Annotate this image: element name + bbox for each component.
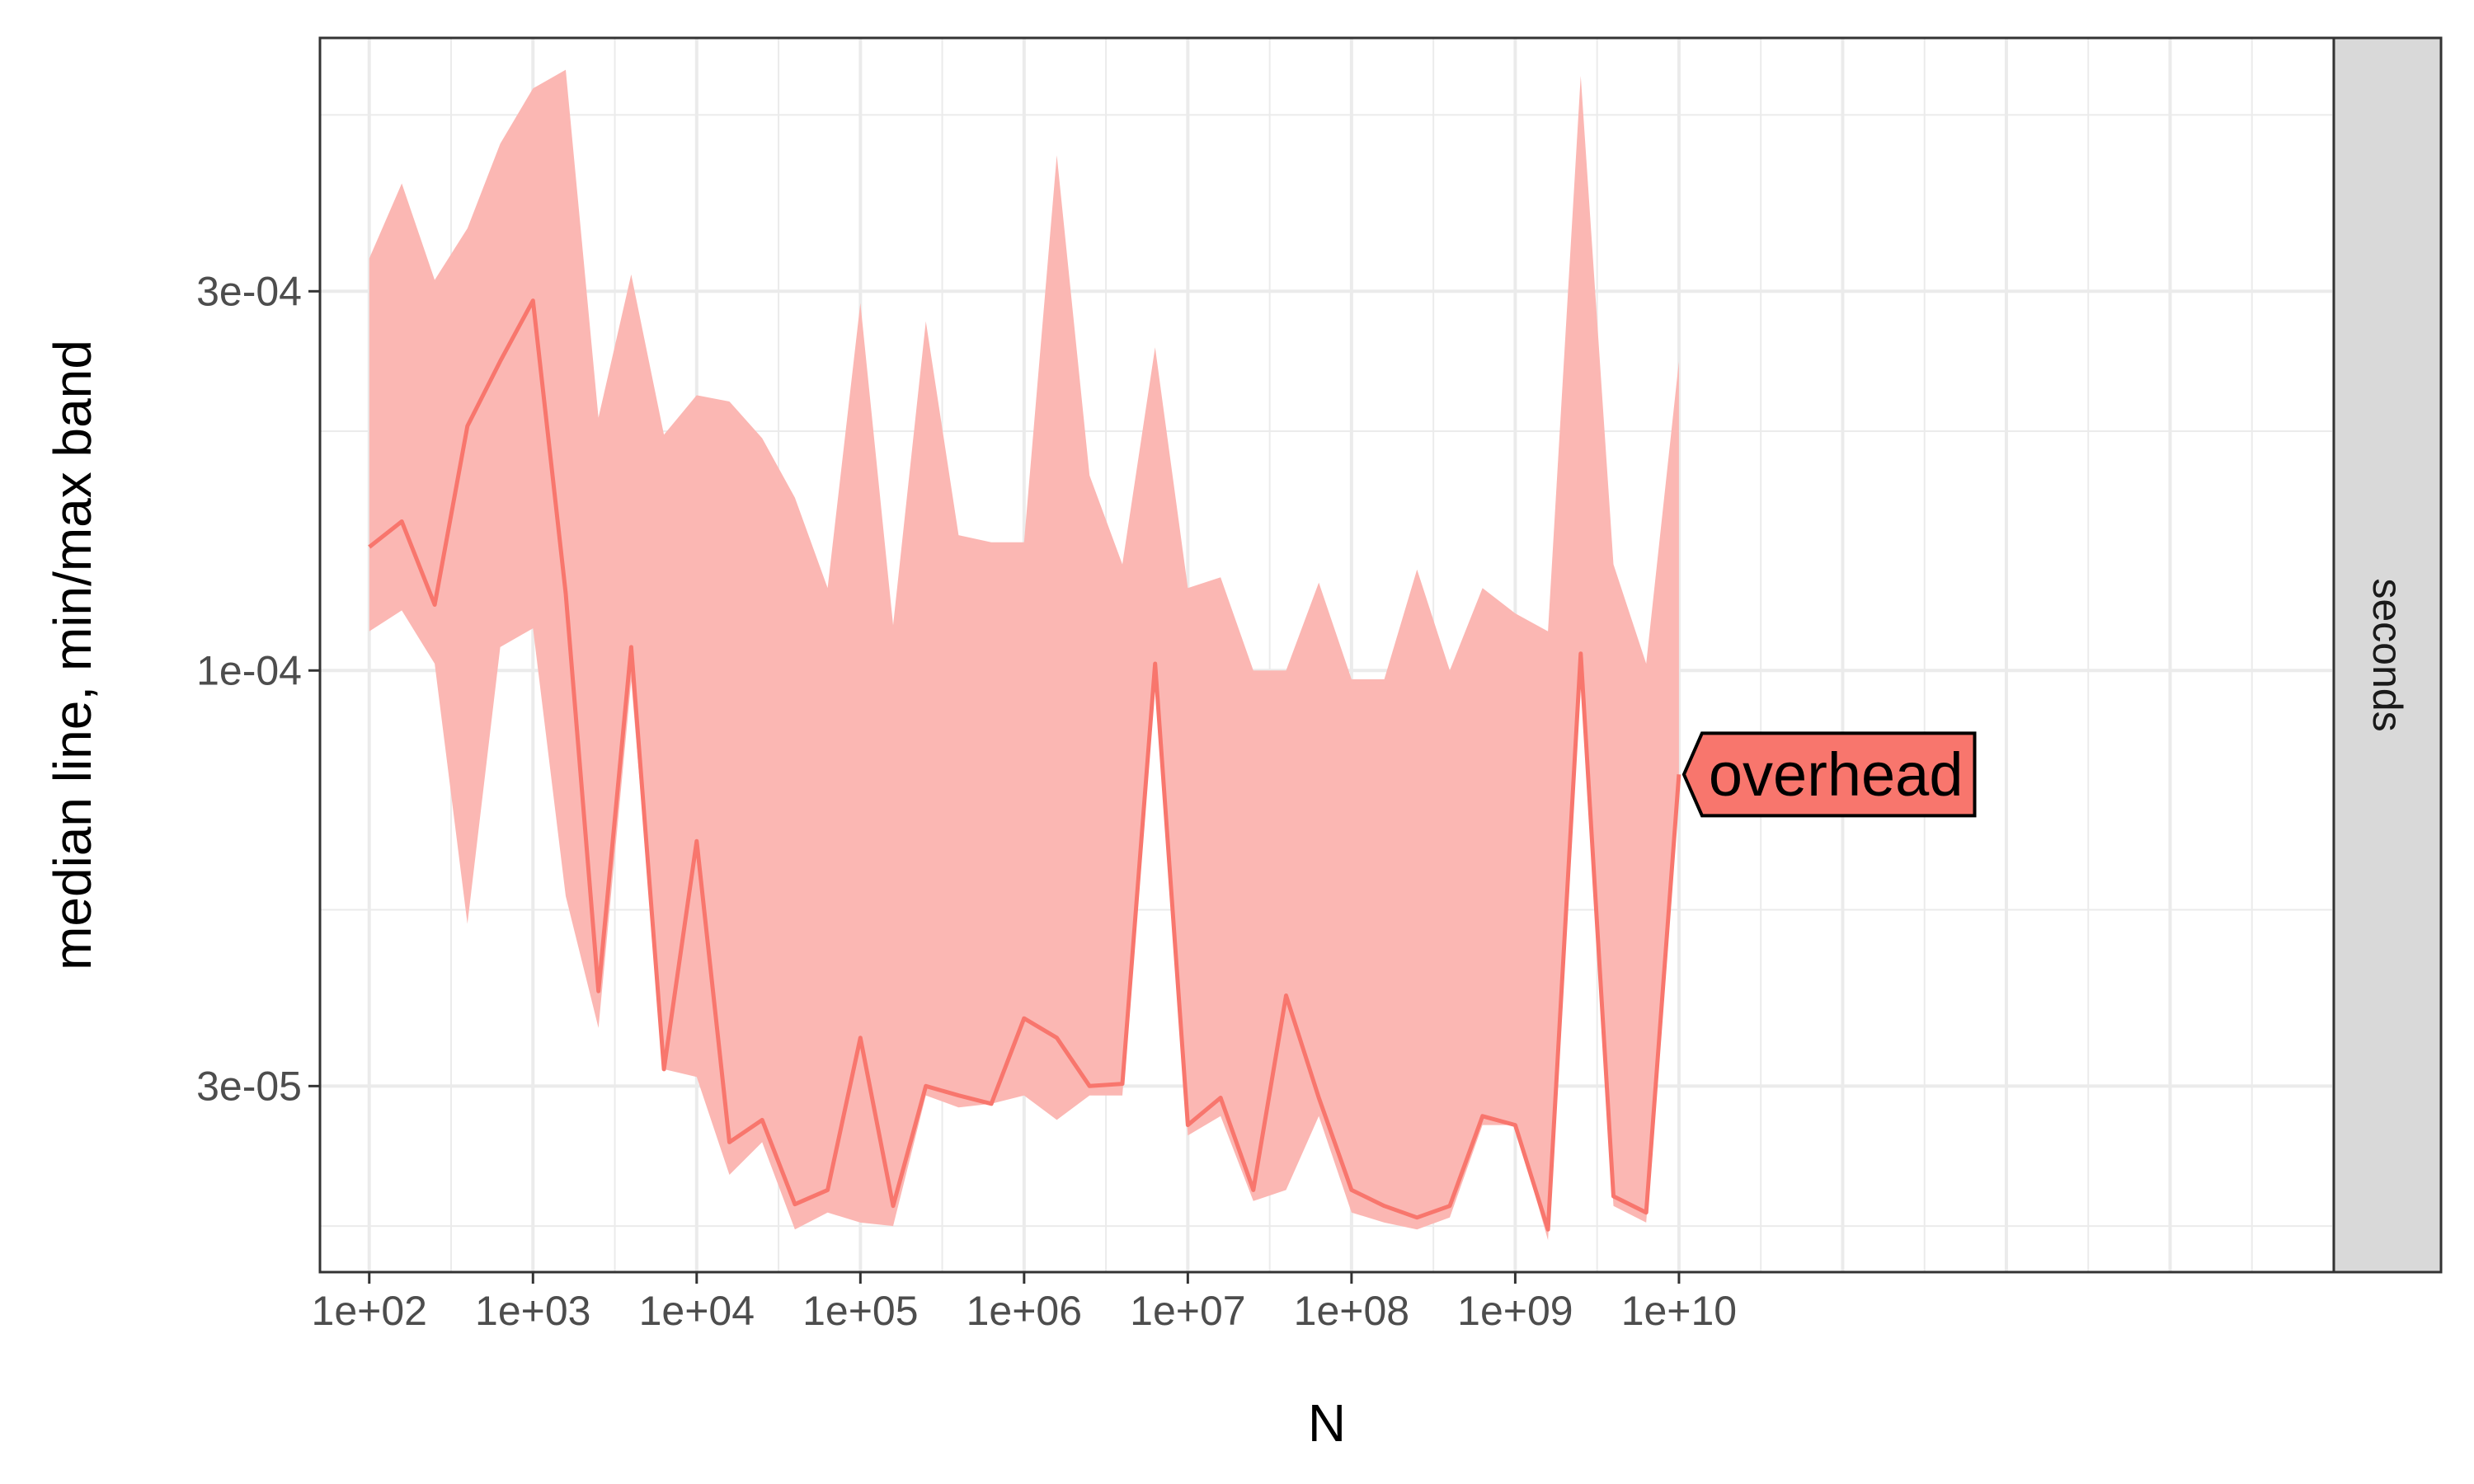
x-tick-label: 1e+07 [1130, 1288, 1245, 1334]
x-tick-label: 1e+02 [312, 1288, 427, 1334]
x-tick-label: 1e+10 [1621, 1288, 1737, 1334]
median-line-0 [368, 298, 1681, 1232]
y-tick-label: 3e-05 [196, 1063, 302, 1109]
x-tick-label: 1e+05 [802, 1288, 918, 1334]
x-tick-label: 1e+08 [1294, 1288, 1409, 1334]
y-tick-label: 1e-04 [196, 647, 302, 693]
facet-strip-label: seconds [2364, 578, 2411, 731]
data-layer [368, 69, 1681, 1241]
x-tick-label: 1e+03 [475, 1288, 590, 1334]
annotation-layer: overhead [1681, 731, 1977, 818]
direct-label: overhead [1681, 731, 1977, 818]
direct-label-text: overhead [1709, 740, 1964, 809]
x-axis-title: N [1308, 1393, 1346, 1453]
y-tick-label: 3e-04 [196, 268, 302, 314]
x-tick-label: 1e+09 [1457, 1288, 1573, 1334]
y-axis-title: median line, min/max band [43, 340, 102, 970]
direct-label-box [1681, 731, 1977, 818]
x-tick-label: 1e+06 [967, 1288, 1082, 1334]
minmax-band-0 [369, 69, 1679, 1241]
axes: 3e-05 1e-04 3e-04 1e+02 1e+03 1e+04 1e+05 1e+06… [196, 268, 1737, 1334]
x-tick-label: 1e+04 [639, 1288, 755, 1334]
facet-strip [2332, 36, 2443, 1274]
